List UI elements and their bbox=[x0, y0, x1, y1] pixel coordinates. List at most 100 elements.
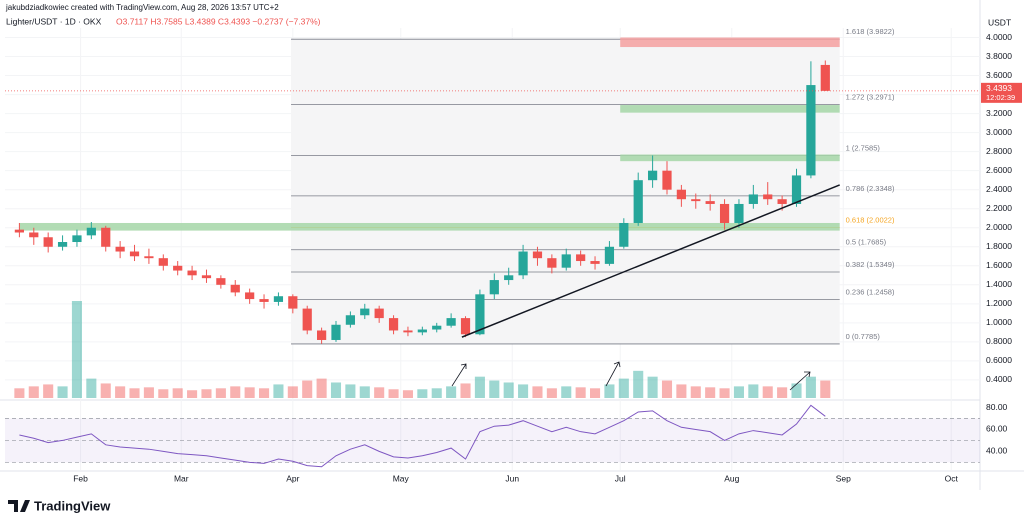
candle-body bbox=[417, 329, 427, 333]
candle-body bbox=[201, 275, 212, 279]
rsi-tick-label: 60.00 bbox=[986, 424, 1008, 434]
volume-bar bbox=[503, 382, 514, 398]
candle-body bbox=[662, 170, 672, 190]
candle-body bbox=[806, 85, 816, 176]
volume-layer bbox=[14, 301, 831, 398]
fib-label: 0.382 (1.5349) bbox=[846, 260, 895, 269]
candle-body bbox=[57, 242, 68, 247]
volume-bar bbox=[561, 386, 572, 398]
volume-bar bbox=[820, 380, 831, 398]
candle-body bbox=[144, 256, 154, 259]
candle-body bbox=[777, 199, 787, 204]
last-price-box bbox=[981, 82, 1022, 103]
volume-bar bbox=[417, 389, 428, 398]
candle-body bbox=[590, 261, 600, 264]
candle-body bbox=[374, 308, 384, 319]
y-tick-label: 1.2000 bbox=[986, 298, 1012, 308]
rsi-layer bbox=[5, 404, 980, 468]
candle-body bbox=[719, 203, 730, 223]
fib-label: 0.618 (2.0022) bbox=[846, 216, 895, 225]
y-tick-label: 0.4000 bbox=[986, 374, 1012, 384]
x-tick-label: Aug bbox=[724, 473, 739, 483]
candle-body bbox=[446, 318, 456, 326]
candle-body bbox=[489, 280, 499, 295]
volume-bar bbox=[633, 370, 644, 398]
volume-bar bbox=[604, 384, 615, 398]
volume-bar bbox=[618, 378, 629, 398]
candle-body bbox=[29, 232, 39, 238]
candle-body bbox=[763, 194, 773, 200]
quote: O3.7117 H3.7585 L3.4389 C3.4393 −0.2737 … bbox=[116, 16, 321, 26]
candle-body bbox=[705, 201, 715, 204]
volume-bar bbox=[518, 384, 529, 398]
arrow bbox=[451, 363, 467, 387]
volume-bar bbox=[158, 389, 169, 398]
fib-label: 0 (0.7785) bbox=[846, 332, 881, 341]
candle-body bbox=[475, 294, 485, 335]
candle-body bbox=[101, 227, 111, 247]
candle-body bbox=[633, 180, 643, 223]
candle-body bbox=[432, 325, 442, 330]
volume-bar bbox=[273, 384, 284, 398]
y-tick-label: 1.0000 bbox=[986, 317, 1012, 327]
rsi-tick-label: 40.00 bbox=[986, 446, 1008, 456]
volume-bar bbox=[172, 388, 183, 398]
candle-body bbox=[230, 284, 240, 293]
candle-body bbox=[734, 203, 744, 223]
x-tick-label: Jul bbox=[615, 473, 626, 483]
candle-body bbox=[302, 308, 312, 331]
fib-layer: 1.618 (3.9822) 1.272 (3.2971) 1 (2.7585) 0.… bbox=[19, 27, 895, 345]
volume-bar bbox=[762, 386, 773, 398]
volume-bar bbox=[215, 388, 226, 398]
candle-body bbox=[43, 237, 53, 247]
chart-title: jakubdziadkowiec created with TradingVie… bbox=[5, 3, 279, 12]
last-price-label: 3.4393 bbox=[986, 83, 1012, 93]
arrows bbox=[451, 361, 811, 391]
x-tick-label: Mar bbox=[174, 473, 189, 483]
fib-label: 1.618 (3.9822) bbox=[846, 27, 895, 36]
fib-label: 1.272 (3.2971) bbox=[846, 92, 895, 101]
arrow bbox=[605, 361, 621, 387]
candle-body bbox=[129, 251, 140, 257]
y-tick-label: 1.4000 bbox=[986, 279, 1012, 289]
candle-body bbox=[86, 227, 96, 236]
candle-body bbox=[187, 270, 197, 276]
volume-bar bbox=[791, 383, 802, 398]
zone bbox=[19, 222, 840, 231]
volume-bar bbox=[388, 389, 399, 398]
volume-bar bbox=[57, 386, 68, 398]
volume-bar bbox=[705, 387, 716, 398]
fib-label: 0.786 (2.3348) bbox=[846, 184, 895, 193]
volume-bar bbox=[661, 380, 673, 398]
volume-bar bbox=[187, 390, 198, 398]
volume-bar bbox=[733, 386, 744, 398]
candle-body bbox=[647, 170, 658, 181]
volume-bar bbox=[14, 388, 25, 398]
volume-bar bbox=[345, 384, 356, 398]
candle-body bbox=[173, 265, 183, 271]
x-tick-label: Apr bbox=[286, 473, 299, 483]
y-tick-label: 2.6000 bbox=[986, 165, 1012, 175]
candle-body bbox=[273, 296, 284, 302]
rsi-line bbox=[19, 404, 826, 468]
volume-bar bbox=[676, 384, 687, 398]
fib-label: 1 (2.7585) bbox=[846, 144, 881, 153]
volume-bar bbox=[690, 386, 701, 398]
volume-bar bbox=[532, 386, 543, 398]
candle-body bbox=[72, 235, 82, 243]
candle-body bbox=[547, 258, 557, 268]
volume-bar bbox=[100, 383, 111, 398]
volume-bar bbox=[590, 388, 601, 398]
y-tick-label: 3.8000 bbox=[986, 51, 1012, 61]
y-tick-label: 0.6000 bbox=[986, 355, 1012, 365]
volume-bar bbox=[460, 383, 471, 398]
fib-label: 0.5 (1.7685) bbox=[846, 238, 887, 247]
volume-bar bbox=[374, 387, 385, 398]
volume-bar bbox=[129, 388, 140, 398]
y-tick-label: 1.6000 bbox=[986, 260, 1012, 270]
rsi-tick-label: 80.00 bbox=[986, 402, 1008, 412]
y-tick-label: 4.0000 bbox=[986, 32, 1012, 42]
volume-bar bbox=[575, 387, 586, 398]
candle-body bbox=[604, 246, 615, 264]
